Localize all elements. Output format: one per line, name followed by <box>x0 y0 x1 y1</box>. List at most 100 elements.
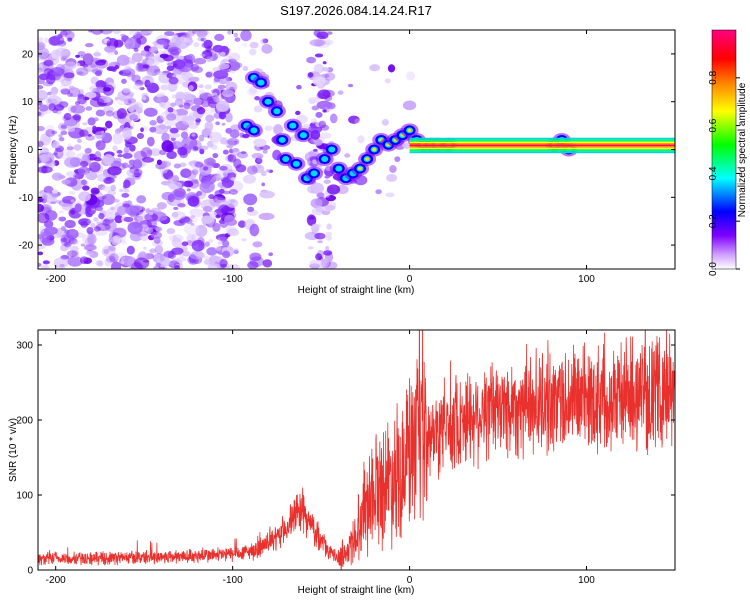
noise-speck <box>88 161 101 173</box>
noise-speck <box>70 199 75 203</box>
x-tick-label: -200 <box>46 575 66 586</box>
track-highlight <box>335 165 343 172</box>
noise-speck <box>226 263 241 269</box>
noise-speck <box>130 60 136 64</box>
noise-speck <box>252 241 263 248</box>
track-peak <box>365 157 370 161</box>
noise-speck <box>402 142 411 149</box>
noise-speck <box>165 118 177 127</box>
noise-speck <box>67 37 73 42</box>
noise-speck <box>122 152 133 159</box>
noise-speck <box>76 138 82 143</box>
noise-speck <box>261 43 273 54</box>
noise-speck <box>159 53 169 59</box>
noise-speck <box>91 68 103 75</box>
noise-speck <box>38 111 42 117</box>
noise-speck <box>311 105 320 111</box>
snr-ylabel: SNR (10 * v/v) <box>8 418 19 482</box>
noise-speck <box>83 244 97 251</box>
noise-speck <box>118 69 132 77</box>
noise-speck <box>317 240 323 244</box>
noise-speck <box>47 91 52 96</box>
noise-speck <box>323 179 331 184</box>
noise-speck <box>219 165 228 171</box>
noise-speck <box>93 217 99 222</box>
noise-speck <box>309 263 321 269</box>
spectrogram-xlabel: Height of straight line (km) <box>298 285 415 296</box>
noise-speck <box>89 57 99 63</box>
colorbar: 0.0 0.2 0.4 0.6 0.8 Normalized spectral ampl… <box>708 29 748 276</box>
noise-speck <box>96 221 101 225</box>
noise-speck <box>357 135 365 144</box>
noise-speck <box>166 227 176 235</box>
noise-speck <box>38 212 50 224</box>
noise-speck <box>68 237 78 245</box>
noise-speck <box>387 64 396 73</box>
noise-speck <box>138 211 146 218</box>
noise-speck <box>207 263 221 269</box>
noise-speck <box>120 33 126 37</box>
noise-speck <box>104 120 113 129</box>
track-highlight <box>328 146 336 153</box>
noise-speck <box>114 252 126 261</box>
y-tick-label: -10 <box>19 193 34 204</box>
spectrogram-noise <box>38 30 417 269</box>
noise-speck <box>248 86 258 95</box>
noise-speck <box>234 62 243 68</box>
noise-speck <box>211 141 219 145</box>
snr-plot-area <box>38 330 675 570</box>
noise-speck <box>215 100 230 112</box>
noise-speck <box>112 145 118 152</box>
noise-speck <box>320 124 330 131</box>
track-highlight <box>321 156 329 163</box>
track-highlight <box>282 156 290 163</box>
noise-speck <box>193 178 199 184</box>
noise-speck <box>195 30 207 37</box>
noise-speck <box>204 121 214 132</box>
noise-speck <box>253 105 263 113</box>
noise-speck <box>99 30 113 35</box>
noise-speck <box>386 174 398 182</box>
noise-speck <box>234 37 241 42</box>
noise-speck <box>90 187 100 195</box>
noise-speck <box>217 236 228 244</box>
noise-speck <box>209 131 222 143</box>
noise-speck <box>103 87 112 92</box>
noise-speck <box>78 96 86 102</box>
noise-speck <box>85 106 93 111</box>
noise-speck <box>122 127 132 140</box>
noise-speck <box>103 177 113 185</box>
noise-speck <box>146 59 154 65</box>
noise-speck <box>50 201 57 204</box>
noise-speck <box>85 243 96 252</box>
noise-speck <box>38 63 44 69</box>
noise-speck <box>233 32 238 38</box>
noise-speck <box>38 125 45 132</box>
noise-speck <box>77 93 84 99</box>
noise-speck <box>168 76 179 85</box>
noise-speck <box>142 64 150 69</box>
noise-speck <box>112 30 121 35</box>
noise-speck <box>119 188 124 193</box>
noise-speck <box>219 233 228 243</box>
noise-speck <box>202 205 213 213</box>
noise-speck <box>150 231 163 239</box>
chart-title: S197.2026.084.14.24.R17 <box>280 3 432 18</box>
noise-speck <box>161 169 174 180</box>
noise-speck <box>45 74 56 85</box>
noise-speck <box>192 146 199 151</box>
noise-speck <box>109 253 119 263</box>
noise-speck <box>240 30 252 42</box>
noise-speck <box>212 175 223 182</box>
noise-speck <box>319 132 332 139</box>
noise-speck <box>215 214 221 219</box>
snr-frame <box>37 329 676 571</box>
noise-speck <box>326 184 341 195</box>
noise-speck <box>60 30 72 36</box>
noise-speck <box>171 211 179 218</box>
noise-speck <box>53 257 69 269</box>
noise-speck <box>194 161 204 168</box>
noise-speck <box>93 117 99 122</box>
x-tick-label: 100 <box>578 274 595 285</box>
